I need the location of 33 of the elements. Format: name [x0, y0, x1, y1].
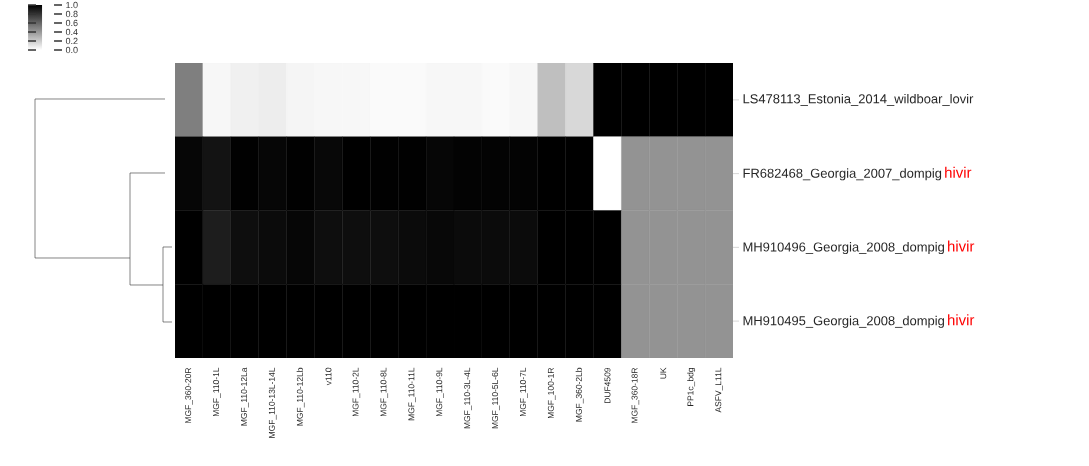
y2-tick-label: hivir [948, 240, 975, 252]
x-tick-label: MGF_110-11L [408, 367, 416, 421]
x-tick-label: DUF4509 [604, 367, 611, 404]
color-bar-label: 0.2 [65, 37, 78, 45]
x-tick-label: MGF_360-20R [185, 367, 193, 423]
x-tick-label: MGF_110-9L [436, 367, 444, 417]
x-tick-label: MGF_100-1R [547, 367, 556, 419]
x-tick-label: MGF_110-3L-4L [464, 367, 472, 429]
x-tick-label: MGF_110-12Lb [296, 367, 305, 426]
color-bar-label: 0.6 [65, 19, 78, 27]
y2-tick-label: hivir [945, 166, 972, 178]
y-tick-label: FR682468_Georgia_2007_dompig [743, 168, 942, 181]
y-tick-label: MH910496_Georgia_2008_dompig [743, 242, 944, 255]
y2-tick-label: hivir [948, 314, 975, 326]
x-tick-label: MGF_110-7L [519, 367, 528, 417]
x-tick-label: PP1c_bdg [687, 368, 696, 406]
x-tick-label: MGF_110-1L [213, 367, 221, 417]
x-tick-label: MGF_110-13L-14L [268, 367, 277, 438]
x-tick-label: MGF_110-2L [352, 367, 361, 417]
x-tick-label: v110 [325, 367, 332, 386]
x-tick-label: ASFV_L11L [715, 367, 723, 413]
color-bar-label: 0.4 [65, 28, 78, 36]
color-bar-label: 0.8 [65, 10, 78, 18]
y-tick-label: LS478113_Estonia_2014_wildboar_lovir [743, 93, 974, 106]
color-bar-label: 1.0 [66, 1, 78, 9]
x-tick-label: UK [660, 367, 667, 379]
x-tick-label: MGF_110-12La [240, 367, 249, 426]
x-tick-label: MGF_110-5L-6L [492, 367, 500, 429]
color-bar-label: 0.0 [65, 46, 78, 54]
x-tick-label: MGF_360-2Lb [575, 367, 584, 422]
y-tick-label: MH910495_Georgia_2008_dompig [743, 315, 944, 328]
x-tick-label: MGF_110-8L [380, 367, 389, 417]
x-tick-label: MGF_360-18R [631, 367, 640, 423]
